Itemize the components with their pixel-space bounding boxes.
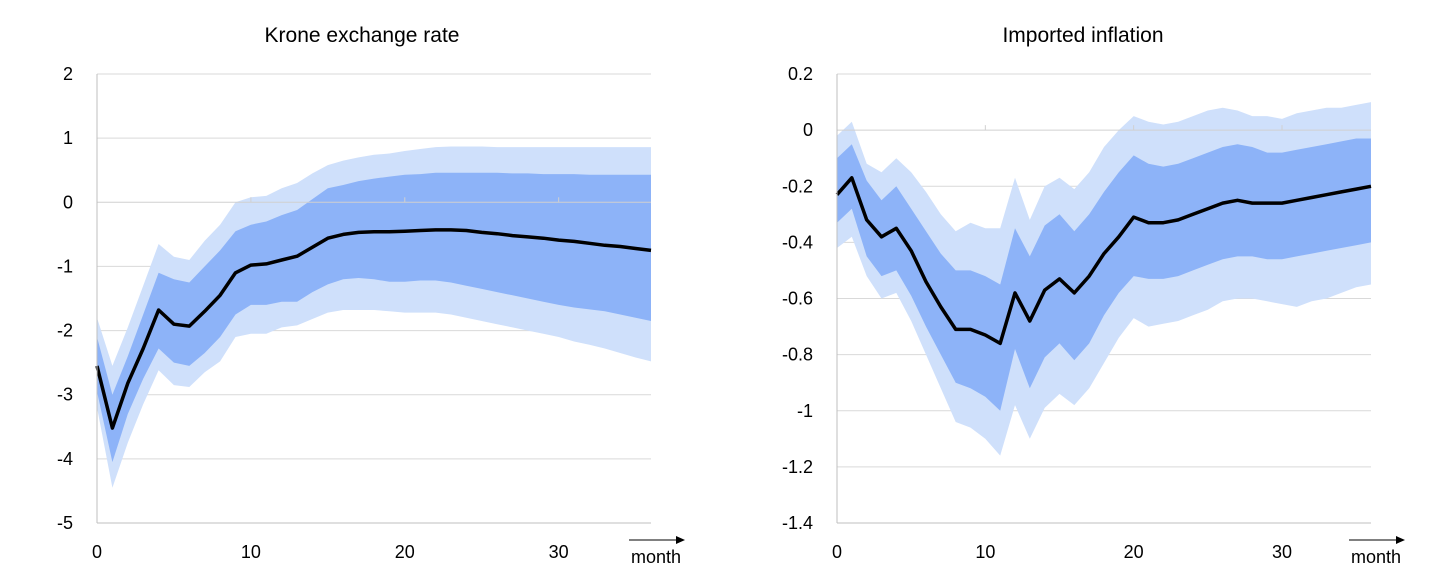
- y-tick-label: 2: [63, 64, 73, 84]
- y-tick-label: -1: [57, 256, 73, 276]
- x-tick-label: 20: [1124, 542, 1144, 562]
- median-line: [835, 176, 1372, 346]
- y-tick-label: -1: [797, 401, 813, 421]
- y-tick-label: -1.2: [782, 457, 813, 477]
- y-tick-label: -0.6: [782, 289, 813, 309]
- chart-title: Krone exchange rate: [265, 24, 460, 47]
- x-tick-label: 0: [832, 542, 842, 562]
- y-tick-label: -4: [57, 449, 73, 469]
- y-tick-label: -1.4: [782, 513, 813, 533]
- x-tick-label: 20: [395, 542, 415, 562]
- y-tick-label: -0.4: [782, 232, 813, 252]
- inner-confidence-band: [837, 138, 1371, 411]
- median-line: [95, 228, 652, 430]
- y-tick-label: -2: [57, 321, 73, 341]
- chart-title: Imported inflation: [1002, 24, 1163, 47]
- y-tick-label: -3: [57, 385, 73, 405]
- y-tick-label: 0: [63, 192, 73, 212]
- x-tick-label: 10: [241, 542, 261, 562]
- y-tick-label: -5: [57, 513, 73, 533]
- y-tick-label: 1: [63, 128, 73, 148]
- y-tick-label: 0.2: [788, 64, 813, 84]
- x-tick-label: 10: [975, 542, 995, 562]
- y-tick-label: -0.2: [782, 176, 813, 196]
- x-tick-label: 0: [92, 542, 102, 562]
- y-tick-label: 0: [803, 120, 813, 140]
- chart-imported-inflation: Imported inflation 0.2 0 -0.2 -0.4 -0.6 -0.8 -1…: [782, 24, 1405, 567]
- x-tick-label: 30: [1272, 542, 1292, 562]
- x-axis-label: month: [631, 547, 681, 567]
- arrow-head-icon: [1396, 536, 1405, 544]
- x-tick-label: 30: [549, 542, 569, 562]
- x-axis-label: month: [1351, 547, 1401, 567]
- arrow-head-icon: [676, 536, 685, 544]
- inner-confidence-band: [97, 172, 651, 463]
- y-tick-label: -0.8: [782, 345, 813, 365]
